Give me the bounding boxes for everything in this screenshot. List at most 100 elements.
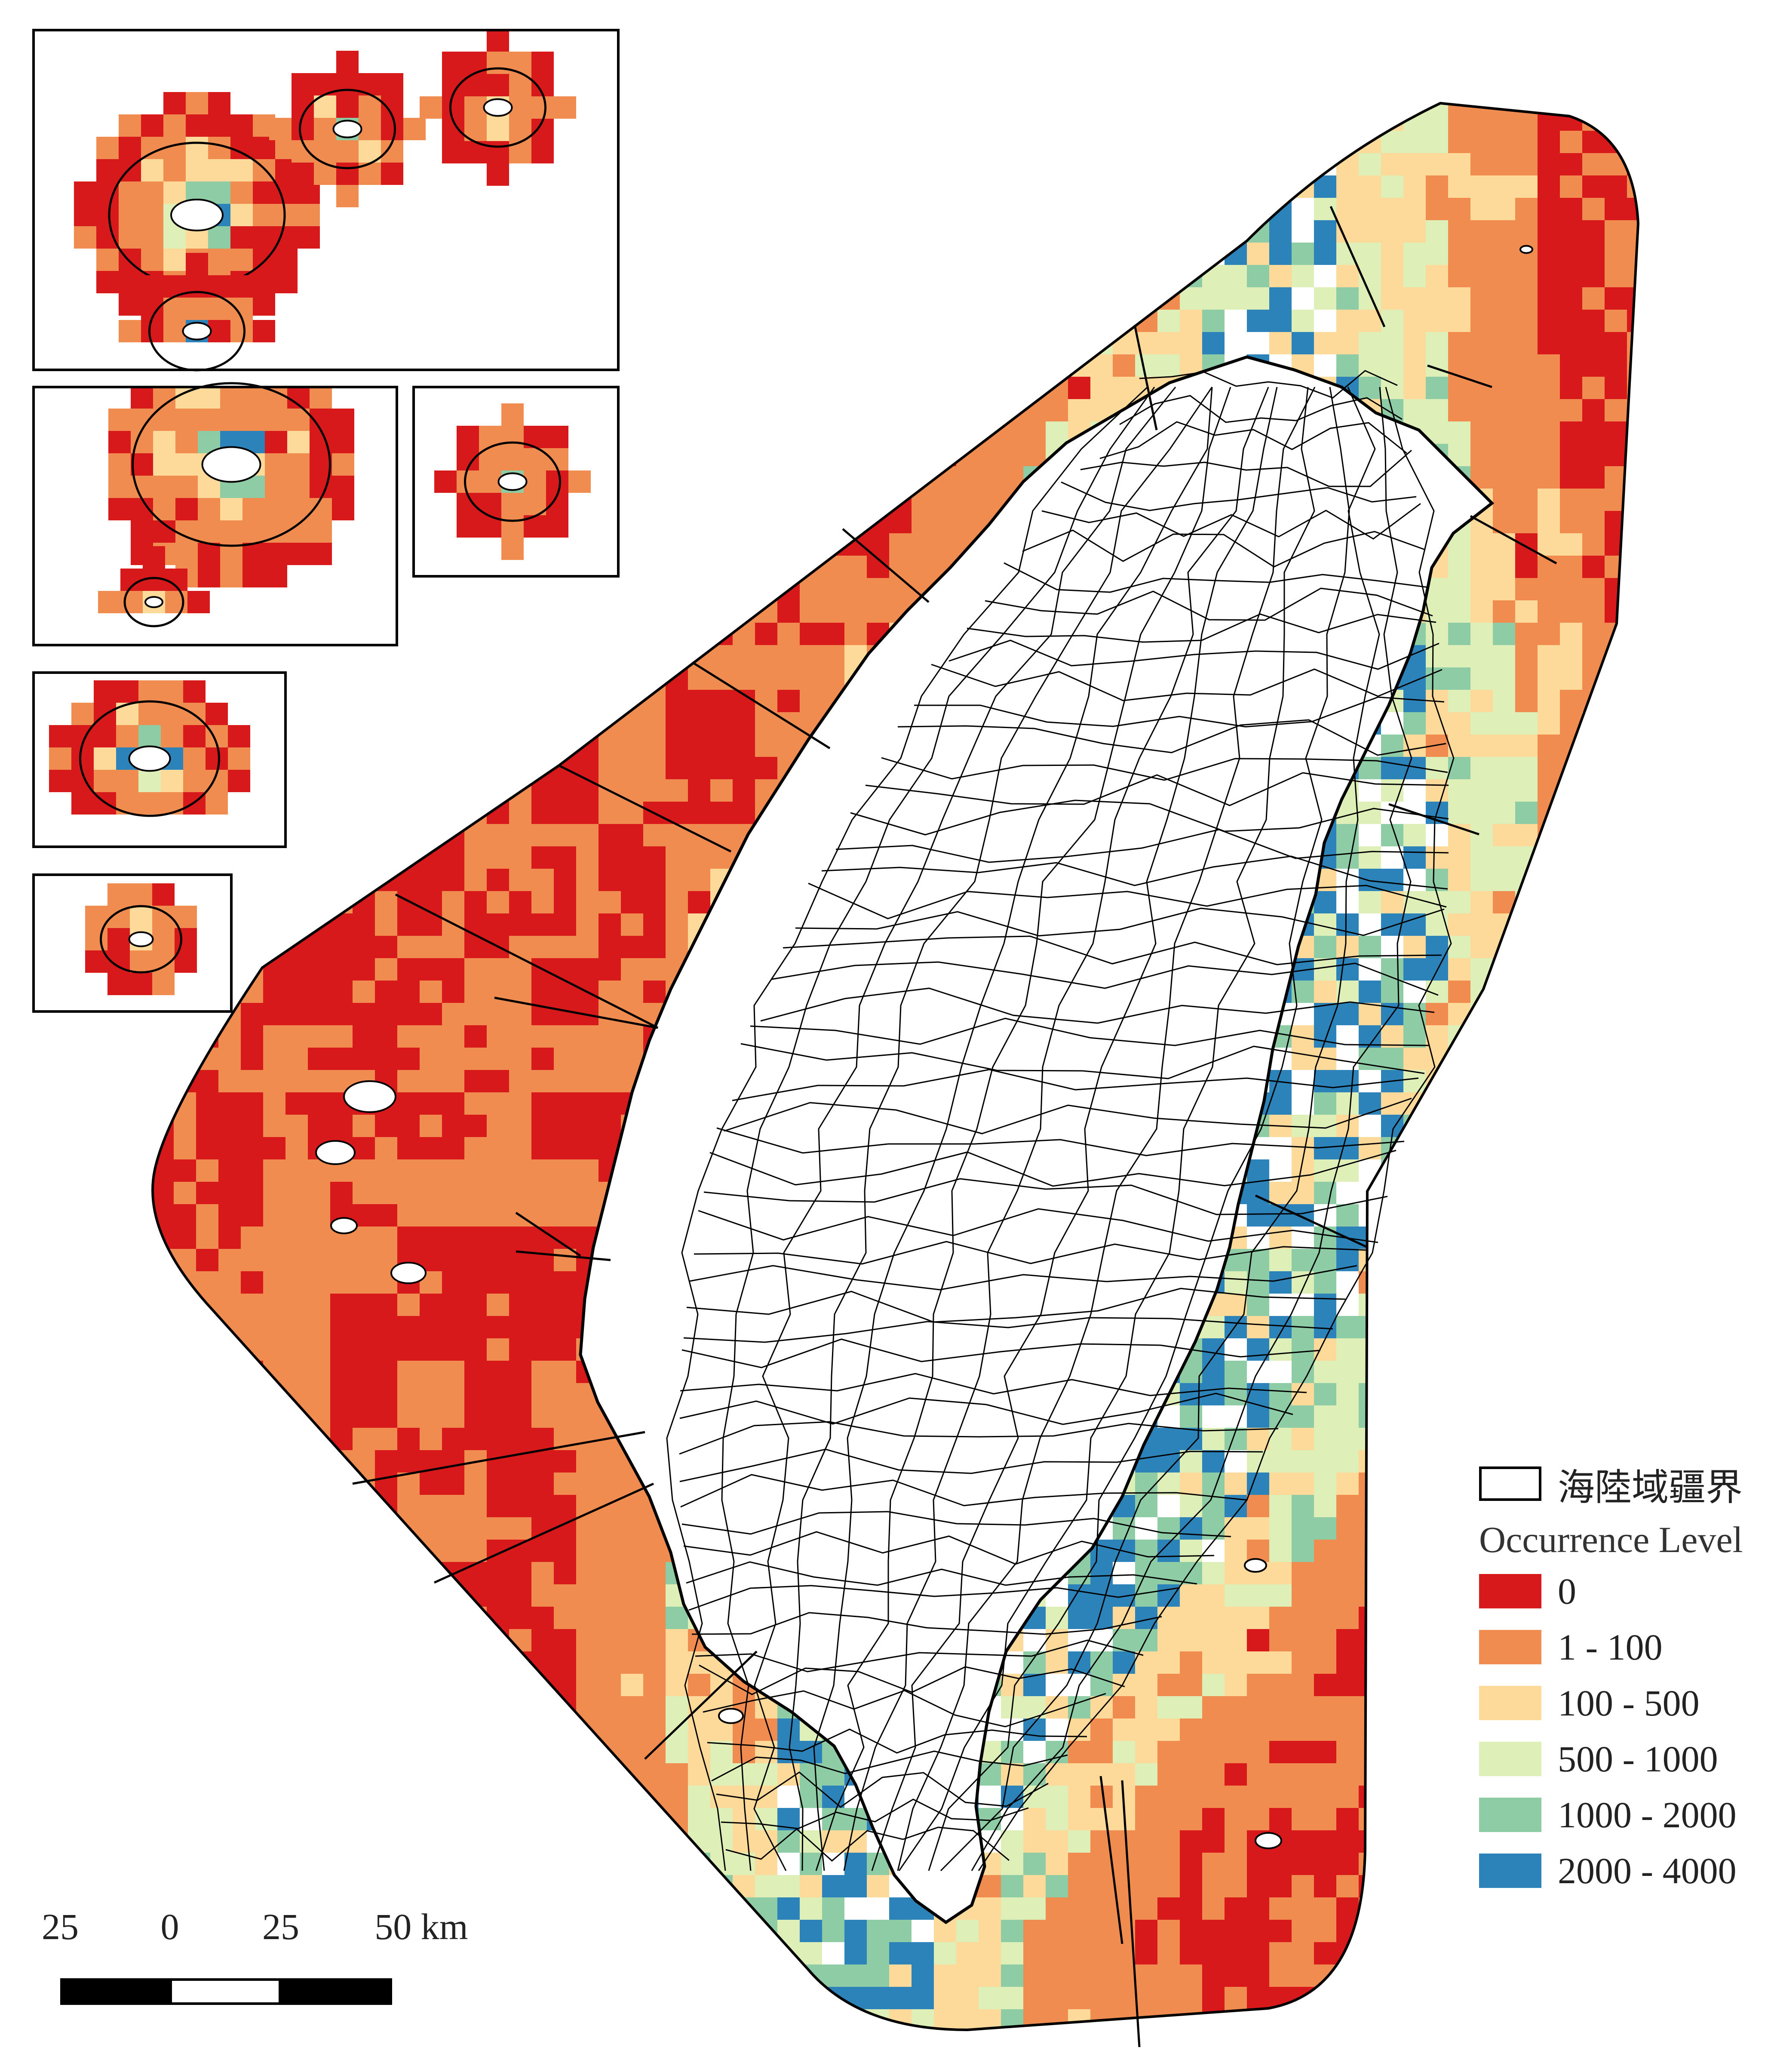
- grid-cell: [196, 958, 218, 981]
- grid-cell: [1225, 1987, 1247, 2009]
- grid-cell: [1180, 332, 1202, 354]
- grid-cell: [1001, 153, 1023, 175]
- grid-cell: [1314, 1092, 1336, 1115]
- grid-cell: [129, 1383, 151, 1405]
- grid-cell: [1336, 1383, 1359, 1405]
- grid-cell: [1068, 265, 1090, 287]
- grid-cell: [554, 913, 576, 936]
- grid-cell: [509, 1741, 531, 1763]
- grid-cell: [420, 1473, 442, 1495]
- grid-cell: [353, 533, 375, 556]
- grid-cell: [509, 1584, 531, 1607]
- grid-cell: [129, 1204, 151, 1227]
- grid-cell: [1314, 1696, 1336, 1718]
- grid-cell: [464, 757, 487, 779]
- grid-cell: [1046, 1808, 1068, 1830]
- grid-cell: [174, 1875, 196, 1897]
- grid-cell: [710, 377, 733, 399]
- grid-cell: [755, 667, 777, 690]
- grid-cell: [241, 869, 263, 891]
- grid-cell: [1269, 175, 1292, 198]
- grid-cell: [531, 1115, 554, 1137]
- grid-cell: [1336, 1092, 1359, 1115]
- grid-cell: [867, 198, 889, 220]
- grid-cell: [464, 1159, 487, 1182]
- grid-cell: [979, 354, 1001, 377]
- grid-cell: [710, 265, 733, 287]
- grid-cell: [1157, 1674, 1180, 1696]
- grid-cell: [285, 332, 308, 354]
- grid-cell: [688, 623, 710, 645]
- grid-cell: [353, 578, 375, 600]
- grid-cell: [666, 936, 688, 958]
- grid-cell: [420, 936, 442, 958]
- grid-cell: [1381, 1629, 1403, 1651]
- grid-cell: [153, 645, 174, 667]
- grid-cell: [1381, 1316, 1403, 1338]
- grid-cell: [979, 103, 1001, 108]
- grid-cell: [308, 1271, 330, 1294]
- grid-cell: [777, 377, 800, 399]
- grid-cell: [554, 1092, 576, 1115]
- grid-cell: [308, 757, 330, 779]
- grid-cell: [218, 1249, 241, 1271]
- grid-cell: [241, 2032, 263, 2054]
- grid-cell: [710, 421, 733, 444]
- grid-cell: [487, 1025, 509, 1048]
- grid-cell: [800, 466, 822, 489]
- grid-cell: [531, 600, 554, 623]
- grid-cell: [1336, 2009, 1359, 2030]
- grid-cell: [375, 2009, 397, 2030]
- grid-cell: [420, 981, 442, 1003]
- grid-cell: [1381, 1361, 1403, 1383]
- grid-cell: [1359, 1897, 1381, 1920]
- grid-cell: [1001, 1830, 1023, 1853]
- grid-cell: [755, 1808, 777, 1830]
- grid-cell: [487, 645, 509, 667]
- grid-cell: [889, 1942, 912, 1964]
- grid-cell: [1001, 1920, 1023, 1942]
- grid-cell: [1314, 103, 1336, 108]
- grid-cell: [621, 1696, 643, 1718]
- grid-cell: [1202, 1696, 1225, 1718]
- grid-cell: [442, 1025, 464, 1048]
- grid-cell: [755, 466, 777, 489]
- grid-cell: [531, 1271, 554, 1294]
- grid-cell: [129, 1003, 151, 1025]
- grid-cell: [1135, 287, 1157, 310]
- grid-cell: [688, 1808, 710, 1830]
- grid-cell: [1269, 332, 1292, 354]
- grid-cell: [1225, 1361, 1247, 1383]
- grid-cell: [1023, 198, 1046, 220]
- grid-cell: [1157, 1830, 1180, 1853]
- grid-cell: [285, 690, 308, 712]
- grid-cell: [599, 1920, 621, 1942]
- grid-cell: [1314, 1473, 1336, 1495]
- grid-cell: [174, 1048, 196, 1070]
- grid-cell: [1202, 1361, 1225, 1383]
- grid-cell: [1247, 243, 1269, 265]
- grid-cell: [1180, 2054, 1202, 2072]
- grid-cell: [1001, 131, 1023, 153]
- grid-cell: [621, 1808, 643, 1830]
- grid-cell: [688, 399, 710, 421]
- grid-cell: [397, 1786, 420, 1808]
- grid-cell: [1336, 1070, 1359, 1092]
- grid-cell: [621, 1651, 643, 1674]
- grid-cell: [285, 757, 308, 779]
- grid-cell: [442, 600, 464, 623]
- grid-cell: [599, 1964, 621, 1987]
- grid-cell: [800, 533, 822, 556]
- grid-cell: [375, 1025, 397, 1048]
- grid-cell: [1381, 869, 1403, 891]
- grid-cell: [442, 243, 464, 265]
- grid-cell: [666, 220, 688, 243]
- grid-cell: [464, 1651, 487, 1674]
- grid-cell: [129, 1048, 151, 1070]
- grid-cell: [576, 2032, 599, 2054]
- grid-cell: [777, 645, 800, 667]
- grid-cell: [1314, 1227, 1336, 1249]
- grid-cell: [889, 153, 912, 175]
- grid-cell: [934, 153, 956, 175]
- grid-cell: [263, 757, 285, 779]
